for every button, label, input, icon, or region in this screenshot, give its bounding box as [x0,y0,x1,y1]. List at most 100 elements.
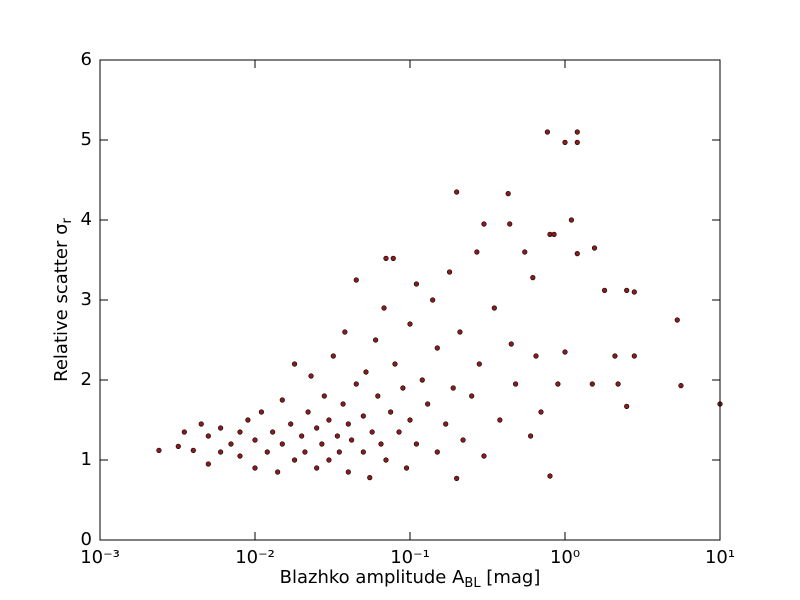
point [373,337,379,343]
point [574,251,580,257]
point [547,473,553,479]
point [624,403,630,410]
point [299,433,305,439]
point [446,269,453,275]
point [497,417,503,423]
point [522,249,528,255]
point [308,373,314,379]
point [674,317,680,323]
point [430,297,436,303]
point [631,289,637,295]
point [530,275,536,281]
x-tick-label: 10⁻² [235,547,275,568]
point [345,421,351,427]
y-axis-label: Relative scatter σr [51,218,75,382]
point [205,461,211,467]
point [342,329,348,335]
point [476,361,482,367]
point [551,231,557,237]
point [349,437,355,443]
point [378,441,384,447]
y-tick-label: 2 [81,369,92,390]
y-tick-label: 6 [81,49,92,70]
point [279,397,285,403]
point [252,465,258,471]
point [419,377,425,383]
point [360,413,366,419]
point [218,449,224,455]
point [245,417,251,423]
point [512,381,519,387]
point [568,217,575,223]
y-tick-label: 5 [81,129,92,150]
point [481,453,487,459]
point [314,465,320,471]
point [381,305,387,311]
point [383,255,389,262]
point [375,393,381,399]
point [237,429,243,435]
point [413,441,420,447]
point [353,277,359,283]
point [264,449,270,455]
point [454,475,460,482]
point [434,449,440,455]
point [321,393,327,399]
point [258,409,265,415]
point [460,437,466,443]
point [589,381,595,387]
point [601,287,608,294]
point [443,421,449,427]
x-tick-label: 10⁰ [550,547,580,568]
y-tick-label: 0 [81,529,92,550]
point [363,369,369,375]
point [574,129,580,135]
point [612,353,618,359]
point [457,329,463,335]
x-axis-label: Blazhko amplitude ABL [mag] [280,567,541,591]
point [340,401,346,407]
point [336,449,342,455]
point [190,447,196,454]
x-tick-label: 10⁻¹ [390,547,430,568]
point [407,417,413,423]
point [288,421,294,427]
point [205,433,211,439]
plot-frame [99,59,721,541]
y-tick-label: 1 [81,449,92,470]
point [353,381,359,387]
point [555,381,561,387]
point [252,437,258,443]
point [400,385,406,391]
point [631,353,637,359]
point [407,321,413,327]
y-tick-label: 3 [81,289,92,310]
point [544,129,551,135]
x-tick-label: 10⁻³ [80,547,120,568]
point [454,189,460,195]
point [291,361,298,367]
point [538,409,544,415]
point [275,469,281,475]
point [434,345,440,351]
point [425,401,431,407]
point [388,409,394,415]
point [326,417,332,423]
point [198,421,204,427]
point [228,441,234,447]
point [528,433,534,439]
point [345,469,351,475]
point [330,353,336,359]
point [574,139,580,145]
point [383,457,389,463]
point [279,441,285,447]
point [474,249,480,255]
point [396,429,402,435]
point [390,255,396,262]
point [270,429,276,435]
point [533,353,539,359]
point [562,139,568,145]
point [507,221,513,227]
